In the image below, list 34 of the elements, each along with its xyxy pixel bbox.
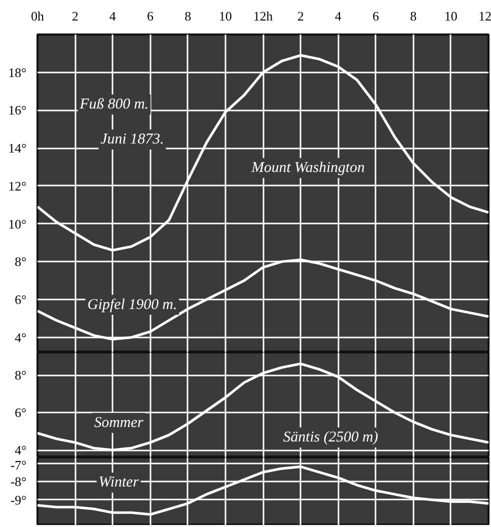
x-tick-label: 8: [410, 8, 417, 24]
x-tick-label: 2: [72, 8, 78, 24]
x-tick-label: 10: [218, 8, 232, 24]
y-tick-label: 4°: [14, 442, 27, 458]
x-tick-label: 0h: [31, 8, 44, 24]
y-tick-label: 14°: [8, 140, 27, 156]
annotation: Säntis (2500 m): [283, 430, 378, 446]
y-tick-label: -7°: [10, 458, 27, 472]
y-tick-label: -9°: [10, 492, 27, 508]
series-label: Winter: [98, 474, 139, 491]
x-tick-label: 8: [184, 8, 192, 24]
y-tick-label: 10°: [8, 216, 27, 232]
y-tick-label: 4°: [14, 330, 27, 345]
y-tick-label: 8°: [14, 368, 27, 382]
x-tick-label: 12: [478, 8, 491, 24]
y-tick-label: 6°: [14, 292, 27, 307]
series-label: Gipfel 1900 m.: [87, 296, 177, 313]
x-tick-label: 6: [372, 8, 380, 24]
annotation: Mount Washington: [250, 160, 365, 176]
x-tick-label: 12h: [253, 8, 274, 24]
y-tick-label: 16°: [8, 102, 27, 118]
y-tick-label: 8°: [14, 254, 27, 270]
y-tick-label: -8°: [10, 474, 27, 489]
x-tick-label: 2: [297, 8, 304, 24]
annotation: Fuß 800 m.: [78, 96, 149, 112]
x-tick-label: 4: [109, 8, 116, 24]
series-label: Sommer: [94, 414, 144, 431]
annotation: Juni 1873.: [100, 131, 164, 148]
y-tick-label: 6°: [14, 405, 27, 420]
x-tick-label: 10: [444, 8, 458, 24]
y-tick-label: 18°: [8, 64, 27, 80]
x-tick-label: 6: [147, 8, 154, 24]
x-tick-label: 4: [334, 8, 342, 24]
y-tick-label: 12°: [8, 178, 27, 194]
